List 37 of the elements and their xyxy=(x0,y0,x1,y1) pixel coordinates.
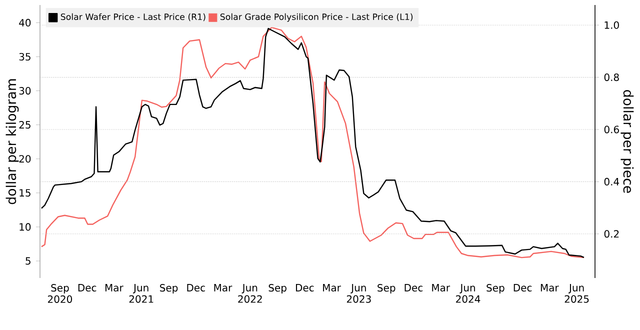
x-tick-label: Mar xyxy=(105,284,124,292)
y-tick-label: 20 xyxy=(19,155,31,163)
y-tick-label: 5 xyxy=(26,257,30,265)
y2-tick-label: 1.0 xyxy=(604,21,619,29)
x-tick-label: Jun 2021 xyxy=(129,284,154,303)
legend-label: Solar Grade Polysilicon Price - Last Price (L1) xyxy=(220,13,413,22)
x-tick-label: Sep 2020 xyxy=(48,284,72,303)
x-tick-label: Dec xyxy=(187,284,205,292)
x-tick-label: Jun 2025 xyxy=(564,284,589,303)
y-tick-label: 35 xyxy=(19,52,30,61)
x-tick-label: Dec xyxy=(514,284,532,292)
x-tick-label: Sep xyxy=(268,284,286,294)
x-tick-label: Dec xyxy=(404,284,423,292)
y-tick-label: 25 xyxy=(19,121,30,129)
x-tick-label: Jun 2023 xyxy=(346,284,371,303)
x-tick-label: Mar xyxy=(323,284,341,292)
x-tick-label: Dec xyxy=(78,284,96,292)
y2-tick-label: 0.4 xyxy=(604,178,620,186)
y2-tick-label: 0.2 xyxy=(604,230,619,238)
x-tick-label: Mar xyxy=(540,284,559,292)
y2-tick-label: 0.8 xyxy=(604,74,619,82)
y-tick-label: 15 xyxy=(20,189,30,197)
x-tick-label: Sep xyxy=(486,284,504,294)
y2-axis-title: dollar per piece xyxy=(620,90,634,193)
x-tick-label: Mar xyxy=(214,284,232,292)
x-tick-label: Sep xyxy=(160,284,178,294)
y-tick-label: 40 xyxy=(19,18,31,26)
x-tick-label: Sep xyxy=(378,284,396,294)
y-axis-title: dollar per kilogram xyxy=(6,79,19,204)
y2-tick-label: 0.6 xyxy=(604,126,619,134)
y-tick-label: 30 xyxy=(19,86,31,95)
legend-label: Solar Wafer Price - Last Price (R1) xyxy=(60,13,206,22)
y-tick-label: 10 xyxy=(20,223,31,231)
x-tick-label: Jun 2022 xyxy=(238,284,262,303)
x-tick-label: Dec xyxy=(296,284,314,292)
x-tick-label: Jun 2024 xyxy=(456,284,480,303)
x-tick-label: Mar xyxy=(432,284,450,292)
